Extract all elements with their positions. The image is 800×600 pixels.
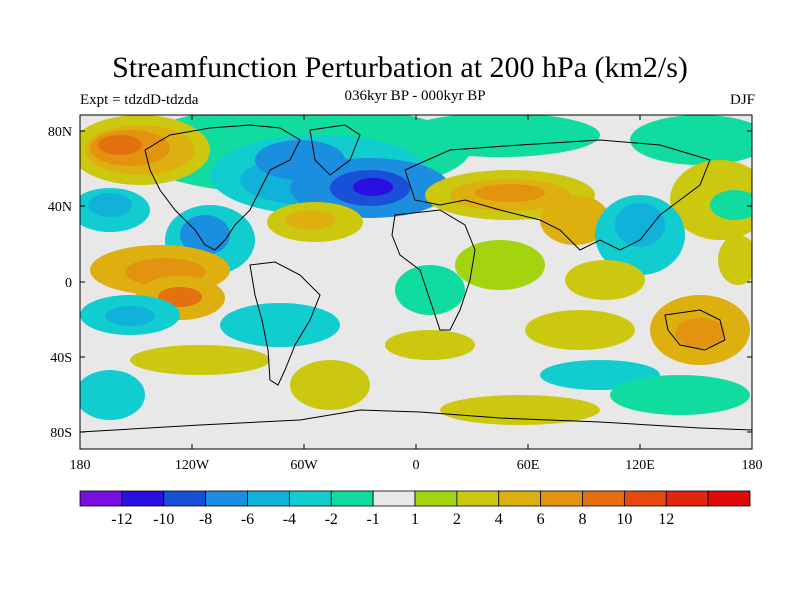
colorbar-label: 8 — [579, 511, 587, 528]
lon-tick-label: 180 — [742, 458, 763, 473]
lon-tick-label: 60W — [290, 458, 318, 473]
colorbar-label: -6 — [241, 511, 254, 528]
colorbar-swatch — [540, 490, 583, 507]
colorbar-swatch — [205, 490, 248, 507]
lat-tick-label: 80S — [50, 426, 72, 441]
lon-tick-label: 180 — [70, 458, 91, 473]
lon-tick-label: 120W — [175, 458, 210, 473]
colorbar-label: 10 — [616, 511, 632, 528]
latitude-axis: 80N 40N 0 40S 80S — [48, 125, 752, 441]
colorbar-swatch — [163, 490, 207, 507]
period-label: 036kyr BP - 000kyr BP — [344, 88, 486, 104]
lon-tick-label: 120E — [625, 458, 655, 473]
colorbar-swatch — [707, 490, 751, 507]
colorbar-label: -10 — [153, 511, 174, 528]
lon-tick-label: 0 — [413, 458, 420, 473]
colorbar-label: 2 — [453, 511, 461, 528]
colorbar-swatch — [623, 490, 667, 507]
colorbar-swatch — [498, 490, 542, 507]
colorbar-label: 6 — [537, 511, 545, 528]
season-label: DJF — [729, 92, 755, 108]
chart-title: Streamfunction Perturbation at 200 hPa (… — [112, 51, 688, 84]
colorbar-swatch — [456, 490, 500, 507]
colorbar-label: 12 — [658, 511, 674, 528]
experiment-label: Expt = tdzdD-tdzda — [80, 92, 199, 108]
colorbar-label: -1 — [366, 511, 379, 528]
lon-tick-label: 60E — [517, 458, 540, 473]
colorbar-label: -2 — [325, 511, 338, 528]
colorbar-swatch — [330, 490, 374, 507]
colorbar-swatch — [247, 490, 290, 507]
colorbar-label: 4 — [495, 511, 503, 528]
lat-tick-label: 40N — [48, 200, 72, 215]
coastlines — [80, 124, 752, 433]
streamfunction-field — [80, 115, 752, 449]
colorbar-label: 1 — [411, 511, 419, 528]
colorbar-swatch — [288, 490, 332, 507]
colorbar-swatch — [121, 490, 165, 507]
colorbar-swatch — [79, 490, 123, 507]
longitude-axis: 180 120W 60W 0 60E 120E 180 — [70, 115, 763, 473]
colorbar-swatch — [665, 490, 709, 507]
lat-tick-label: 40S — [50, 351, 72, 366]
lat-tick-label: 80N — [48, 125, 72, 140]
colorbar-swatch — [414, 490, 458, 507]
colorbar-swatch — [372, 490, 416, 507]
colorbar-label: -12 — [111, 511, 132, 528]
colorbar-label: -4 — [283, 511, 296, 528]
colorbar-label: -8 — [199, 511, 212, 528]
colorbar: -12 -10 -8 -6 -4 -2 -1 1 2 4 6 8 10 12 — [79, 490, 751, 528]
lat-tick-label: 0 — [65, 276, 72, 291]
colorbar-swatch — [582, 490, 625, 507]
